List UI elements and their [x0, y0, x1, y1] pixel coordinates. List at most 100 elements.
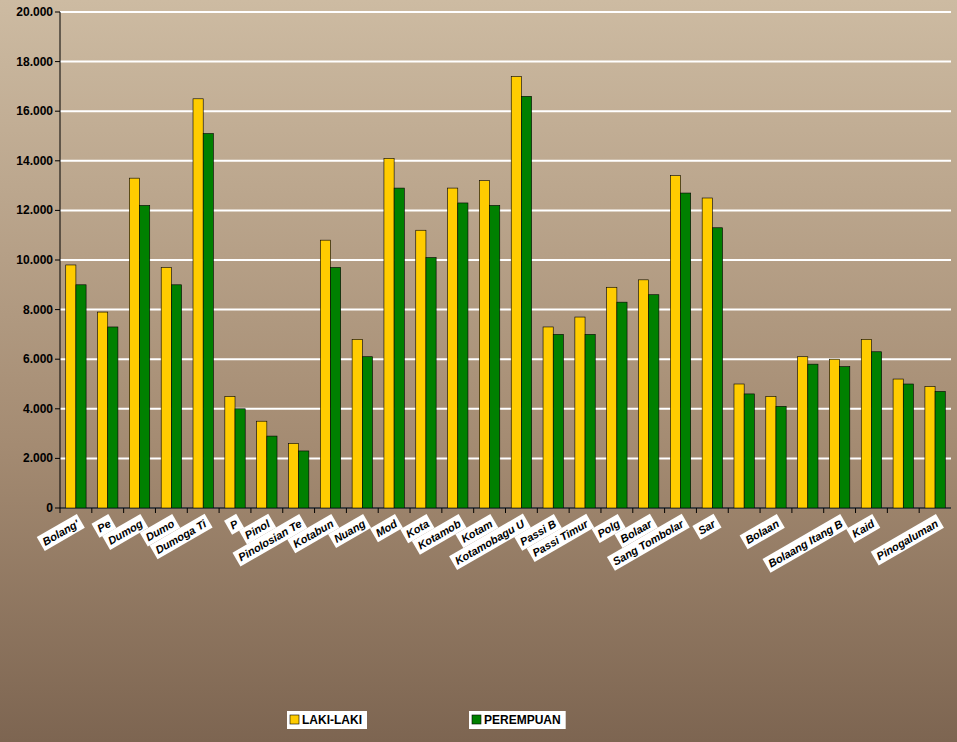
- bar: [320, 240, 330, 508]
- x-tick-label: Kotabun: [291, 517, 336, 550]
- tick-mark: [55, 260, 60, 261]
- legend-item: PEREMPUAN: [469, 711, 566, 729]
- x-tick-mark: [219, 508, 220, 513]
- bar: [267, 436, 277, 508]
- x-label-group: Pinogaluman: [871, 514, 944, 566]
- x-tick-mark: [378, 508, 379, 513]
- x-tick-mark: [760, 508, 761, 513]
- tick-mark: [55, 309, 60, 310]
- bar: [649, 295, 659, 508]
- bar: [362, 357, 372, 508]
- y-tick-label: 16.000: [16, 104, 53, 118]
- bar: [575, 317, 585, 508]
- y-tick-label: 12.000: [16, 203, 53, 217]
- bar: [129, 178, 139, 508]
- bar: [161, 267, 171, 508]
- bar: [935, 391, 945, 508]
- bar: [479, 181, 489, 508]
- x-label-group: Nuang: [328, 514, 371, 548]
- bar: [140, 205, 150, 508]
- bar: [840, 367, 850, 508]
- y-tick-label: 0: [46, 501, 53, 515]
- bar: [203, 134, 213, 508]
- background: [0, 0, 957, 742]
- x-tick-mark: [346, 508, 347, 513]
- x-tick-mark: [282, 508, 283, 513]
- x-tick-mark: [60, 508, 61, 513]
- label-patch: [370, 514, 403, 542]
- x-label-group: Bolang': [37, 514, 85, 551]
- x-tick-mark: [537, 508, 538, 513]
- x-tick-mark: [441, 508, 442, 513]
- x-label-group: Bolaang Itang B: [763, 514, 849, 573]
- bar: [76, 285, 86, 508]
- y-tick-label: 18.000: [16, 55, 53, 69]
- y-tick-label: 4.000: [23, 402, 53, 416]
- label-patch: [846, 514, 880, 543]
- bar: [903, 384, 913, 508]
- x-tick-mark: [569, 508, 570, 513]
- bar: [766, 396, 776, 508]
- tick-mark: [55, 111, 60, 112]
- x-tick-label: Nuang: [332, 517, 368, 545]
- y-tick-label: 2.000: [23, 451, 53, 465]
- chart: 02.0004.0006.0008.00010.00012.00014.0001…: [0, 0, 957, 742]
- bar: [744, 394, 754, 508]
- bar: [829, 359, 839, 508]
- bar: [235, 409, 245, 508]
- bar: [925, 386, 935, 508]
- bar: [553, 334, 563, 508]
- bar: [108, 327, 118, 508]
- y-tick-label: 6.000: [23, 352, 53, 366]
- x-tick-mark: [91, 508, 92, 513]
- label-patch: [692, 514, 721, 540]
- tick-mark: [55, 458, 60, 459]
- x-tick-label: Sar: [696, 517, 718, 537]
- x-label-group: Passi Timur: [527, 514, 595, 562]
- x-tick-mark: [823, 508, 824, 513]
- x-tick-label: P: [228, 517, 241, 531]
- tick-mark: [55, 508, 60, 509]
- x-tick-mark: [123, 508, 124, 513]
- bar: [98, 312, 108, 508]
- tick-mark: [55, 12, 60, 13]
- x-label-group: Kaid: [846, 514, 880, 543]
- legend-label: PEREMPUAN: [484, 713, 561, 727]
- x-tick-label: Kaid: [850, 517, 877, 539]
- x-label-group: Sang Tombolar: [607, 514, 690, 571]
- tick-mark: [55, 210, 60, 211]
- x-tick-mark: [728, 508, 729, 513]
- x-tick-mark: [696, 508, 697, 513]
- legend-label: LAKI-LAKI: [302, 713, 362, 727]
- x-label-group: Mod: [370, 514, 403, 542]
- x-tick-label: Bolang': [40, 517, 81, 548]
- legend-swatch: [472, 715, 481, 724]
- bar: [734, 384, 744, 508]
- x-tick-mark: [664, 508, 665, 513]
- x-tick-label: Kotamobagu U: [453, 517, 528, 567]
- bar: [893, 379, 903, 508]
- x-tick-mark: [410, 508, 411, 513]
- bar: [352, 339, 362, 508]
- legend-patch: [287, 711, 367, 729]
- x-label-group: Sar: [692, 514, 721, 540]
- x-tick-mark: [314, 508, 315, 513]
- x-tick-label: Mod: [374, 517, 400, 539]
- bar: [490, 205, 500, 508]
- bar: [171, 285, 181, 508]
- tick-mark: [55, 160, 60, 161]
- y-tick-label: 8.000: [23, 303, 53, 317]
- label-patch: [871, 514, 944, 566]
- label-patch: [763, 514, 849, 573]
- bar: [639, 280, 649, 508]
- label-patch: [150, 514, 213, 560]
- x-tick-mark: [919, 508, 920, 513]
- x-tick-mark: [155, 508, 156, 513]
- y-tick-label: 20.000: [16, 5, 53, 19]
- bar: [617, 302, 627, 508]
- bar: [458, 203, 468, 508]
- bar: [257, 421, 267, 508]
- x-tick-mark: [791, 508, 792, 513]
- x-tick-mark: [632, 508, 633, 513]
- x-tick-label: Dumoga Ti: [153, 517, 209, 556]
